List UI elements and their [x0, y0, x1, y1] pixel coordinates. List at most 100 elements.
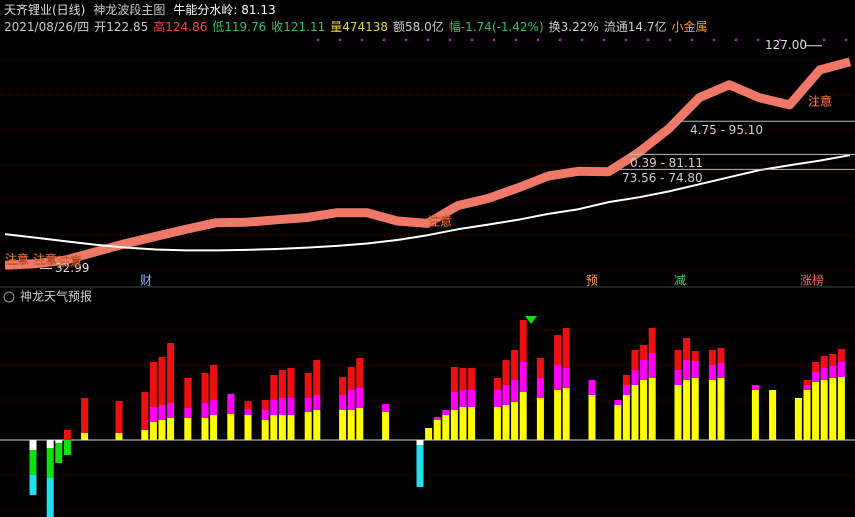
level-label: 4.75 - 95.10 [690, 123, 763, 137]
signal-dot [734, 38, 738, 42]
signal-dot [646, 38, 650, 42]
bar-segment [554, 335, 562, 365]
bar-segment [640, 360, 648, 380]
bar-segment [493, 390, 501, 407]
bar-segment [820, 356, 828, 368]
info-item: 量474138 [330, 20, 389, 34]
bar-segment [837, 377, 845, 440]
bar-segment [511, 380, 519, 402]
price-band [4, 57, 852, 270]
bar-segment [167, 403, 175, 418]
bar-segment [519, 362, 527, 392]
bar-segment [683, 360, 691, 380]
level-label: 73.56 - 74.80 [622, 171, 703, 185]
bar-segment [46, 440, 54, 448]
bar-segment [562, 368, 570, 388]
bar-segment [459, 390, 467, 407]
signal-dot [624, 38, 628, 42]
bar-segment [631, 350, 639, 370]
bar-segment [29, 440, 37, 450]
bar-segment [63, 430, 71, 440]
bar-segment [46, 478, 54, 517]
bar-segment [304, 373, 312, 398]
bar-segment [683, 380, 691, 440]
bar-segment [837, 349, 845, 362]
bar-segment [304, 398, 312, 412]
bar-segment [382, 412, 390, 440]
info-item: 低119.76 [212, 20, 267, 34]
bar-segment [640, 380, 648, 440]
bar-segment [511, 402, 519, 440]
bar-segment [210, 400, 218, 415]
bar-segment [81, 398, 89, 433]
bar-segment [829, 378, 837, 440]
moving-average [4, 154, 851, 252]
bar-segment [820, 368, 828, 380]
indicator-name[interactable]: 神龙波段主图 [93, 3, 166, 17]
bar-segment [614, 405, 622, 440]
bar-segment [511, 350, 519, 380]
bar-segment [502, 385, 510, 405]
signal-dot [668, 38, 672, 42]
bar-segment [425, 428, 433, 440]
bar-segment [81, 433, 89, 440]
bar-segment [683, 338, 691, 360]
bar-segment [287, 398, 295, 415]
header: 天齐锂业(日线) 神龙波段主图 牛能分水岭: 81.13 [4, 1, 276, 18]
bar-segment [55, 443, 63, 463]
note-label: 注意 [33, 252, 57, 267]
bar-segment [55, 440, 63, 443]
bar-segment [184, 378, 192, 408]
collapse-icon[interactable] [3, 291, 15, 303]
bar-segment [442, 410, 450, 415]
bar-segment [149, 362, 157, 407]
info-item: 收121.11 [271, 20, 326, 34]
price-annotation: 127.00 [765, 38, 807, 52]
signal-dot [514, 38, 518, 42]
signal-dot [382, 38, 386, 42]
bar-segment [717, 348, 725, 363]
bar-segment [347, 390, 355, 410]
event-marker: 涨榜 [800, 273, 824, 288]
signal-dot [360, 38, 364, 42]
bar-segment [691, 378, 699, 440]
info-item: 额58.0亿 [393, 20, 444, 34]
bar-segment [158, 357, 166, 405]
bar-segment [829, 354, 837, 366]
bar-segment [227, 414, 235, 440]
bar-segment [674, 370, 682, 385]
bar-segment [201, 403, 209, 418]
bar-segment [648, 378, 656, 440]
level-label: 0.39 - 81.11 [630, 156, 703, 170]
signal-dot [536, 38, 540, 42]
event-marker: 预 [586, 274, 598, 288]
signal-dot [448, 38, 452, 42]
signal-dot [756, 38, 760, 42]
bar-segment [149, 407, 157, 422]
info-item: 小金属 [671, 20, 708, 34]
signal-dot [558, 38, 562, 42]
signal-dot [470, 38, 474, 42]
bar-segment [29, 450, 37, 475]
signal-dot [602, 38, 606, 42]
bar-segment [631, 385, 639, 440]
info-item: 高124.86 [153, 20, 208, 34]
bar-segment [63, 440, 71, 455]
bar-segment [648, 328, 656, 353]
bar-segment [751, 390, 759, 440]
bar-segment [562, 388, 570, 440]
bar-segment [459, 407, 467, 440]
bar-segment [184, 408, 192, 418]
bar-segment [270, 400, 278, 415]
bar-segment [468, 407, 476, 440]
bar-segment [244, 415, 252, 440]
note-label: 注意 [5, 252, 29, 267]
signal-dot [316, 38, 320, 42]
bar-segment [450, 367, 458, 392]
bar-segment [631, 370, 639, 385]
bar-segment [287, 368, 295, 398]
stock-title: 天齐锂业(日线) [4, 3, 86, 17]
bar-segment [416, 445, 424, 487]
signal-dot [426, 38, 430, 42]
bar-segment [278, 415, 286, 440]
